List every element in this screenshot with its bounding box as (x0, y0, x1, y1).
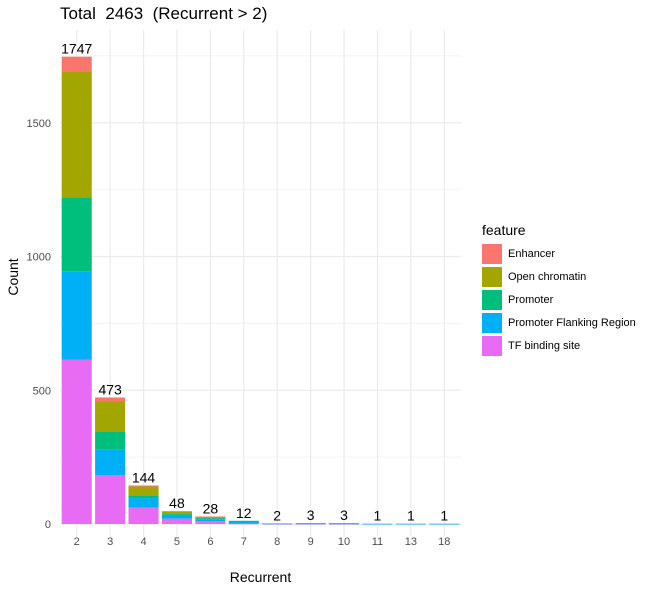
legend-swatch (482, 243, 502, 264)
bar-total-label: 2 (273, 507, 281, 523)
x-tick-label: 8 (274, 536, 280, 548)
legend-label: Promoter (508, 293, 554, 306)
bar-segment (128, 486, 159, 496)
bar-total-label: 3 (340, 507, 348, 523)
bar-segment (61, 271, 92, 360)
bar-segment (61, 71, 92, 198)
bar-segment (161, 511, 192, 512)
legend-item: TF binding site (482, 334, 636, 357)
bar-segment (161, 518, 192, 524)
legend-label: TF binding site (508, 339, 581, 352)
y-tick-label: 1500 (27, 118, 51, 130)
legend-swatch (482, 335, 502, 356)
x-tick-label: 18 (438, 536, 450, 548)
bar-total-label: 48 (169, 495, 185, 511)
bar-segment (195, 519, 226, 522)
bar-segment (95, 397, 126, 402)
bar-segment (429, 523, 460, 525)
bar-segment (61, 56, 92, 72)
bar-segment (362, 523, 393, 525)
bar-total-label: 1 (407, 508, 415, 524)
x-tick-label: 7 (241, 536, 247, 548)
x-tick-label: 5 (174, 536, 180, 548)
legend-label: Enhancer (508, 247, 556, 260)
y-tick-label: 1000 (27, 252, 51, 264)
bar-segment (395, 523, 426, 525)
legend-item: Enhancer (482, 242, 636, 265)
bar-segment (128, 495, 159, 499)
bar-segment (195, 516, 226, 518)
legend-label: Open chromatin (508, 270, 587, 283)
bar-total-label: 12 (236, 505, 252, 521)
y-tick-label: 0 (45, 519, 51, 531)
bar-segment (95, 449, 126, 476)
legend-swatch (482, 312, 502, 333)
x-tick-label: 11 (372, 536, 383, 548)
bar-total-label: 144 (132, 469, 156, 485)
bar-total-label: 3 (307, 507, 315, 523)
bar-segment (228, 523, 259, 525)
bar-segment (61, 197, 92, 272)
bar-segment (195, 521, 226, 524)
chart-title: Total 2463 (Recurrent > 2) (60, 4, 268, 23)
x-tick-label: 4 (140, 536, 146, 548)
legend-item: Promoter Flanking Region (482, 311, 636, 334)
bar-segment (61, 359, 92, 524)
bar-total-label: 473 (98, 381, 122, 397)
bar-segment (228, 521, 259, 524)
bar-total-label: 1 (374, 508, 382, 524)
bar-segment (295, 523, 326, 524)
bar-segment (128, 507, 159, 524)
bar-segment (161, 513, 192, 515)
legend-title: feature (482, 222, 526, 238)
legend-swatch (482, 289, 502, 310)
bar-segment (262, 523, 293, 525)
bar-segment (161, 511, 192, 514)
legend-item: Promoter (482, 288, 636, 311)
legend-label: Promoter Flanking Region (508, 316, 636, 329)
bar-segment (195, 516, 226, 519)
bar-total-label: 1 (440, 508, 448, 524)
bar-segment (128, 498, 159, 508)
bar-segment (161, 514, 192, 519)
bar-total-label: 28 (203, 501, 219, 517)
x-tick-label: 9 (308, 536, 314, 548)
bar-total-label: 1747 (61, 41, 92, 57)
bar-segment (95, 401, 126, 432)
bar-segment (128, 485, 159, 487)
x-axis-label: Recurrent (230, 569, 292, 585)
legend-item: Open chromatin (482, 265, 636, 288)
y-axis-label: Count (5, 258, 21, 295)
x-tick-label: 6 (207, 536, 213, 548)
legend: feature Enhancer Open chromatin Promoter Pr… (482, 222, 636, 357)
x-tick-label: 2 (74, 536, 80, 548)
bar-segment (95, 431, 126, 450)
x-tick-label: 13 (405, 536, 417, 548)
legend-swatch (482, 266, 502, 287)
y-tick-label: 500 (33, 385, 51, 397)
bar-segment (228, 520, 259, 522)
bar-segment (95, 475, 126, 524)
bar-segment (329, 523, 360, 524)
x-tick-label: 10 (338, 536, 350, 548)
x-tick-label: 3 (107, 536, 113, 548)
bar-segment (195, 518, 226, 520)
